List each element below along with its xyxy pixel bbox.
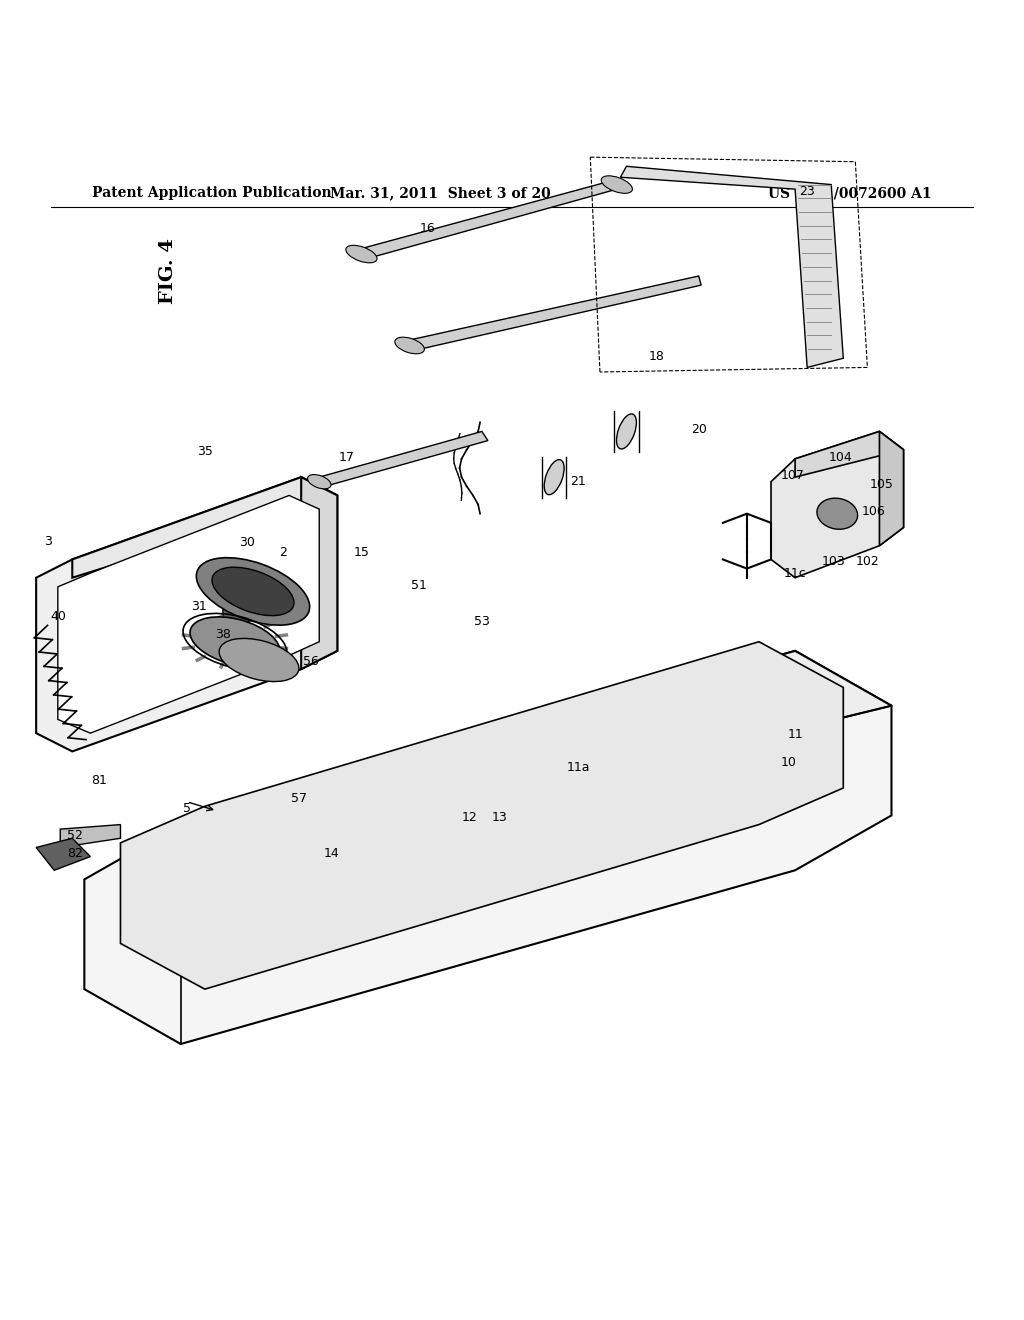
Text: FIG. 4: FIG. 4 <box>159 238 177 304</box>
Text: 11c: 11c <box>783 566 807 579</box>
Text: 16: 16 <box>420 222 435 235</box>
Ellipse shape <box>346 246 377 263</box>
Polygon shape <box>361 180 616 260</box>
Polygon shape <box>84 651 892 1044</box>
Text: 14: 14 <box>324 847 339 861</box>
Text: 82: 82 <box>67 847 83 861</box>
Text: 51: 51 <box>412 578 427 591</box>
Ellipse shape <box>817 498 858 529</box>
Text: 52: 52 <box>67 829 83 842</box>
Text: 10: 10 <box>781 756 797 768</box>
Text: 107: 107 <box>780 469 805 482</box>
Ellipse shape <box>212 568 294 615</box>
Text: Mar. 31, 2011  Sheet 3 of 20: Mar. 31, 2011 Sheet 3 of 20 <box>330 186 551 201</box>
Text: 38: 38 <box>215 628 230 642</box>
Polygon shape <box>121 642 844 989</box>
Text: 21: 21 <box>570 475 586 488</box>
Text: 5: 5 <box>182 801 190 814</box>
Polygon shape <box>180 651 892 879</box>
Text: Patent Application Publication: Patent Application Publication <box>92 186 332 201</box>
Polygon shape <box>57 495 319 733</box>
Text: 106: 106 <box>861 506 886 519</box>
Ellipse shape <box>307 475 331 488</box>
Polygon shape <box>223 576 283 630</box>
Text: 13: 13 <box>493 810 508 824</box>
Ellipse shape <box>601 176 633 193</box>
Text: 53: 53 <box>474 615 489 628</box>
Text: 30: 30 <box>239 536 255 549</box>
Text: 17: 17 <box>339 450 355 463</box>
Polygon shape <box>301 477 337 669</box>
Ellipse shape <box>219 639 299 681</box>
Polygon shape <box>319 432 487 486</box>
Text: US 2011/0072600 A1: US 2011/0072600 A1 <box>768 186 932 201</box>
Text: 56: 56 <box>303 655 318 668</box>
Polygon shape <box>880 432 903 545</box>
Polygon shape <box>470 816 627 894</box>
Text: 105: 105 <box>870 478 894 491</box>
Ellipse shape <box>395 337 424 354</box>
Text: 18: 18 <box>648 350 665 363</box>
Text: 104: 104 <box>829 450 853 463</box>
Text: 102: 102 <box>855 554 880 568</box>
Polygon shape <box>470 788 627 866</box>
Text: 57: 57 <box>291 792 307 805</box>
Polygon shape <box>795 432 903 477</box>
Polygon shape <box>361 697 698 870</box>
Polygon shape <box>73 477 337 578</box>
Ellipse shape <box>197 557 309 626</box>
Text: 12: 12 <box>462 810 478 824</box>
Polygon shape <box>60 825 121 847</box>
Polygon shape <box>621 166 844 367</box>
Polygon shape <box>410 276 701 351</box>
Text: 11a: 11a <box>566 762 590 775</box>
Ellipse shape <box>190 616 280 667</box>
Text: 20: 20 <box>691 424 707 436</box>
Text: 31: 31 <box>190 601 207 614</box>
Text: 15: 15 <box>353 545 370 558</box>
Text: 3: 3 <box>44 535 52 548</box>
Ellipse shape <box>616 414 636 449</box>
Text: 81: 81 <box>91 775 106 787</box>
Text: 35: 35 <box>197 445 213 458</box>
Polygon shape <box>36 838 90 870</box>
Text: 2: 2 <box>280 545 287 558</box>
Polygon shape <box>36 477 337 751</box>
Text: 103: 103 <box>822 554 846 568</box>
Text: 40: 40 <box>50 610 66 623</box>
Text: 23: 23 <box>800 185 815 198</box>
Text: 11: 11 <box>787 729 803 742</box>
Ellipse shape <box>544 459 564 495</box>
Polygon shape <box>771 432 903 578</box>
